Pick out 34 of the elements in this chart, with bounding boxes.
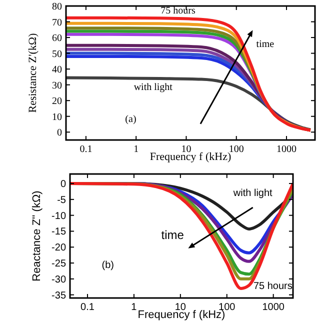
x-tick-label: 1	[134, 144, 139, 155]
x-tick-label: 0.1	[80, 144, 92, 155]
y-tick-label: 30	[52, 80, 62, 92]
y-tick-label: 40	[52, 64, 62, 76]
y-tick-label: -35	[52, 290, 66, 302]
annotation: with light	[232, 188, 273, 200]
annotation: time	[161, 228, 184, 242]
annotation: time	[256, 39, 275, 50]
y-tick-label: 0	[60, 179, 66, 190]
annotation: (a)	[125, 114, 136, 126]
y-axis-title: Resistance Z'(kΩ)	[27, 32, 39, 113]
annotation: 75 hours	[253, 281, 292, 292]
y-tick-label: 20	[52, 96, 62, 108]
y-axis-title: Reactance Z'' (kΩ)	[31, 190, 43, 282]
y-tick-label: -20	[52, 242, 66, 254]
y-tick-label: -5	[57, 194, 66, 206]
y-tick-label: 10	[52, 112, 62, 123]
x-tick-label: 1	[131, 302, 138, 313]
y-tick-label: 80	[52, 2, 62, 12]
x-tick-label: 1000	[262, 302, 285, 313]
y-tick-label: -15	[52, 226, 66, 238]
y-tick-label: -25	[52, 258, 66, 270]
annotation: 75 hours	[160, 6, 196, 17]
x-tick-label: 100	[228, 144, 244, 155]
annotation: (b)	[102, 260, 114, 272]
x-tick-label: 0.1	[80, 302, 95, 313]
y-tick-label: 50	[52, 48, 62, 60]
y-tick-label: 70	[52, 17, 62, 28]
y-tick-label: -10	[52, 210, 66, 222]
y-tick-label: 0	[57, 128, 62, 139]
annotation: with light	[134, 82, 173, 93]
y-tick-label: -30	[52, 274, 66, 286]
x-tick-label: 1000	[276, 144, 297, 155]
y-tick-label: 60	[52, 33, 62, 44]
